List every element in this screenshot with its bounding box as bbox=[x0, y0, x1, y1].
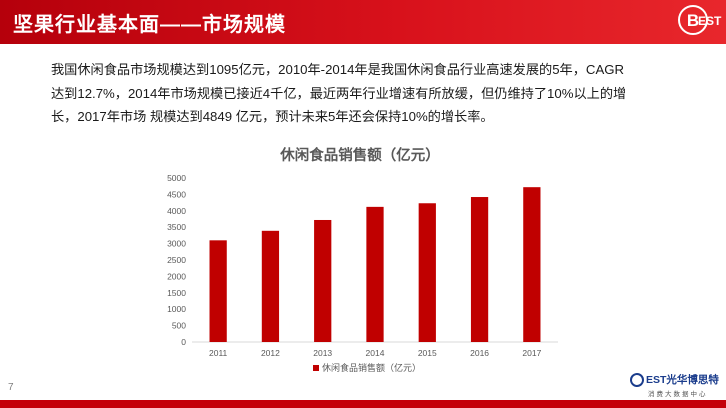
paragraph-line: 长，2017年市场 规模达到4849 亿元，预计未来5年还会保持10%的增长率。 bbox=[51, 109, 494, 124]
y-tick-label: 3000 bbox=[167, 239, 186, 249]
x-tick-label: 2013 bbox=[313, 348, 332, 358]
x-tick-label: 2012 bbox=[261, 348, 280, 358]
y-tick-label: 1000 bbox=[167, 304, 186, 314]
y-tick-label: 4000 bbox=[167, 206, 186, 216]
x-tick-label: 2015 bbox=[418, 348, 437, 358]
slide-title: 坚果行业基本面——市场规模 bbox=[13, 14, 286, 36]
bar-2015 bbox=[418, 203, 436, 342]
x-tick-label: 2017 bbox=[522, 348, 541, 358]
footer-logo: EST光华博思特 消费大数据中心 bbox=[630, 372, 724, 400]
bar-2013 bbox=[314, 219, 332, 342]
slide-header: 坚果行业基本面——市场规模 B EST bbox=[0, 0, 726, 44]
paragraph-line: 我国休闲食品市场规模达到1095亿元，2010年-2014年是我国休闲食品行业高… bbox=[51, 62, 625, 77]
chart-title: 休闲食品销售额（亿元） bbox=[280, 148, 440, 164]
y-tick-label: 0 bbox=[181, 337, 186, 347]
brand-logo: B EST bbox=[678, 5, 722, 39]
bar-2017 bbox=[523, 187, 541, 342]
y-tick-label: 2000 bbox=[167, 271, 186, 281]
logo-circle-icon: B bbox=[678, 5, 708, 35]
intro-paragraph: 我国休闲食品市场规模达到1095亿元，2010年-2014年是我国休闲食品行业高… bbox=[51, 58, 681, 129]
footer-bar bbox=[0, 400, 726, 408]
footer-logo-mark-icon bbox=[630, 373, 644, 387]
footer-brand: EST光华博思特 bbox=[646, 374, 719, 386]
y-tick-label: 1500 bbox=[167, 288, 186, 298]
x-tick-label: 2011 bbox=[209, 348, 228, 358]
bar-2014 bbox=[366, 206, 384, 342]
footer-tagline: 消费大数据中心 bbox=[648, 391, 708, 398]
y-tick-label: 4500 bbox=[167, 189, 186, 199]
logo-text: EST bbox=[698, 14, 722, 28]
y-tick-label: 500 bbox=[172, 321, 186, 331]
page-number: 7 bbox=[8, 382, 14, 393]
bar-2011 bbox=[209, 240, 227, 342]
y-tick-label: 5000 bbox=[167, 173, 186, 183]
legend-label: 休闲食品销售额（亿元） bbox=[322, 362, 421, 373]
y-tick-label: 2500 bbox=[167, 255, 186, 265]
sales-chart: 休闲食品销售额（亿元） 0 500 1000 1500 2000 2500 3000 3500… bbox=[150, 140, 570, 380]
x-tick-label: 2014 bbox=[366, 348, 385, 358]
x-tick-label: 2016 bbox=[470, 348, 489, 358]
bar-2012 bbox=[261, 230, 280, 342]
paragraph-line: 达到12.7%，2014年市场规模已接近4千亿，最近两年行业增速有所放缓，但仍维… bbox=[51, 85, 627, 101]
legend-swatch bbox=[313, 365, 319, 371]
bar-2016 bbox=[470, 197, 489, 342]
y-tick-label: 3500 bbox=[167, 222, 186, 232]
chart-plot: 0 500 1000 1500 2000 2500 3000 3500 4000 4500 5000… bbox=[167, 173, 558, 373]
